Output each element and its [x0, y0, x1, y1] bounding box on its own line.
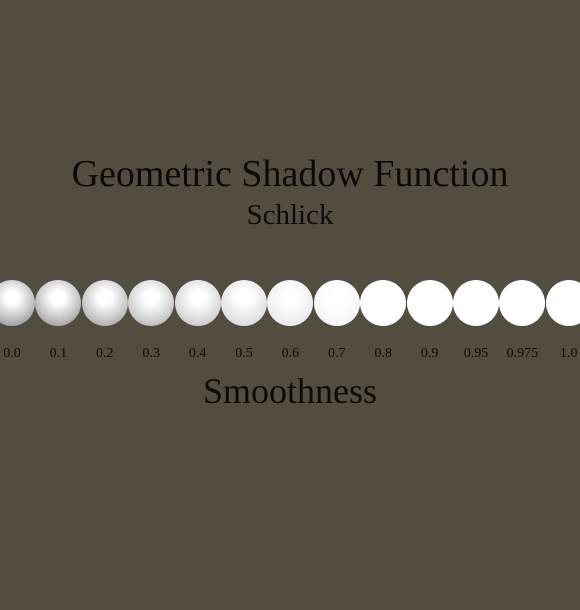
sphere-0.4: [174, 280, 221, 326]
smoothness-tick-labels: 0.0 0.1 0.2 0.3 0.4 0.5 0.6 0.7 0.8 0.9 0.95 0.975 1…: [0, 344, 580, 364]
sphere-0.2: [81, 280, 128, 326]
smoothness-tick-label: 0.5: [235, 346, 253, 361]
smoothness-tick-label: 0.4: [188, 346, 207, 361]
smoothness-tick-label: 0.6: [281, 346, 300, 361]
sphere-row: [0, 280, 580, 332]
diagram-title: Geometric Shadow Function: [71, 153, 509, 195]
smoothness-tick-label: 0.0: [3, 346, 21, 361]
sphere-1.0: [545, 280, 580, 326]
smoothness-axis-label: Smoothness: [202, 371, 378, 411]
smoothness-tick-label: 1.0: [560, 346, 578, 361]
sphere-0.9: [406, 280, 453, 326]
smoothness-tick-label: 0.2: [96, 346, 114, 361]
sphere-0.0: [0, 280, 35, 326]
smoothness-tick-label: 0.8: [374, 346, 392, 361]
sphere-0.7: [313, 280, 360, 326]
sphere-0.5: [221, 280, 267, 326]
smoothness-tick-label: 0.1: [49, 346, 68, 361]
smoothness-tick-label: 0.3: [142, 346, 160, 361]
sphere-0.975: [499, 280, 546, 326]
smoothness-tick-label: 0.7: [328, 346, 346, 361]
diagram-subtitle: Schlick: [246, 199, 334, 231]
sphere-0.1: [35, 280, 82, 326]
sphere-0.3: [128, 280, 175, 326]
smoothness-tick-label: 0.975: [506, 346, 539, 361]
sphere-0.6: [267, 280, 314, 326]
smoothness-tick-label: 0.9: [420, 346, 439, 361]
smoothness-tick-label: 0.95: [463, 346, 489, 361]
sphere-0.8: [360, 280, 407, 326]
sphere-0.95: [453, 280, 499, 326]
